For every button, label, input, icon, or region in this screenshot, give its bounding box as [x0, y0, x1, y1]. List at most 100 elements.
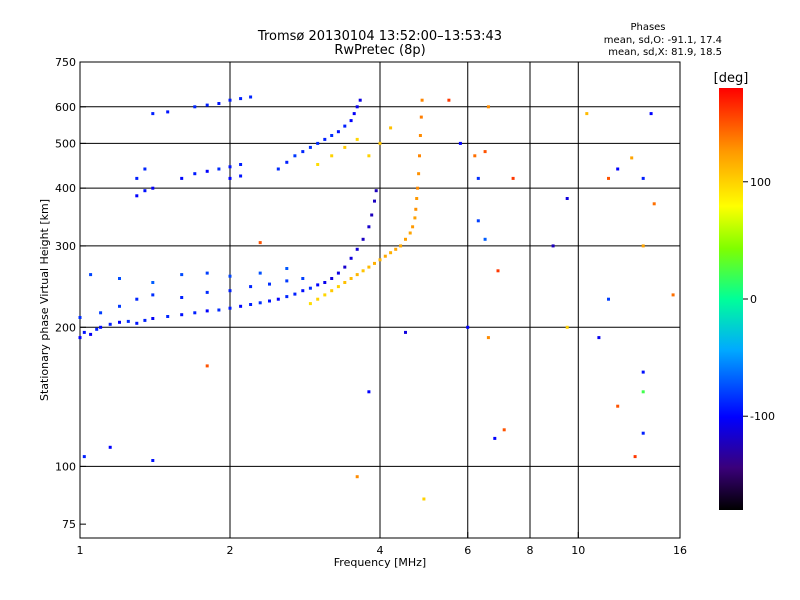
echo-point: [166, 315, 170, 318]
echo-point: [205, 271, 209, 275]
echo-point: [239, 174, 243, 178]
echo-point: [239, 163, 243, 166]
echo-point: [108, 322, 112, 326]
echo-point: [361, 237, 365, 241]
echo-point: [308, 302, 312, 306]
echo-point: [205, 169, 209, 173]
axis-ticks: 1 2 4 6 8 10 16 75 100 200 300 400 500 600 750: [55, 56, 687, 557]
echo-point: [135, 321, 139, 325]
echo-point: [217, 102, 221, 105]
echo-point: [476, 176, 480, 180]
echo-point: [641, 244, 645, 248]
echo-point: [349, 277, 353, 280]
y-tick-label: 200: [55, 321, 76, 334]
echo-point: [166, 110, 170, 114]
echo-point: [268, 299, 271, 303]
echo-point: [466, 325, 470, 329]
x-tick-label: 16: [673, 544, 687, 557]
y-tick-label: 100: [55, 460, 76, 473]
echo-point: [408, 231, 412, 235]
y-tick-label: 300: [55, 240, 76, 253]
colorbar-tick-label: -100: [750, 410, 775, 423]
stats-heading: Phases: [630, 22, 665, 33]
echo-point: [193, 105, 197, 109]
echo-point: [447, 98, 451, 102]
echo-point: [239, 97, 243, 101]
echo-point: [217, 308, 221, 312]
echo-point: [378, 258, 382, 262]
echo-point: [483, 150, 487, 154]
echo-point: [193, 311, 197, 315]
echo-point: [249, 303, 253, 306]
echo-point: [316, 141, 320, 145]
echo-point: [355, 137, 359, 141]
stats-line-x: mean, sd,X: 81.9, 18.5: [608, 47, 722, 58]
x-tick-label: 10: [571, 544, 585, 557]
y-tick-label: 75: [62, 518, 76, 531]
echo-point: [316, 297, 320, 301]
echo-point: [416, 186, 420, 190]
chart-title: Tromsø 20130104 13:52:00–13:53:43: [257, 29, 502, 44]
echo-point: [258, 301, 262, 305]
echo-point: [285, 279, 289, 283]
echo-point: [276, 297, 280, 301]
echo-point: [565, 197, 569, 200]
x-tick-label: 4: [377, 544, 384, 557]
echo-point: [89, 273, 93, 277]
echo-point: [205, 103, 209, 107]
echo-point: [422, 497, 426, 501]
echo-point: [389, 126, 393, 130]
y-tick-label: 750: [55, 56, 76, 69]
echo-point: [413, 216, 417, 220]
echo-point: [323, 281, 327, 284]
echo-point: [143, 318, 147, 322]
echo-point: [383, 254, 387, 258]
echo-point: [151, 317, 155, 320]
echo-point: [228, 98, 232, 102]
y-axis-label: Stationary phase Virtual Height [km]: [38, 199, 51, 401]
echo-point: [633, 455, 637, 459]
echo-point: [301, 277, 305, 280]
stats-line-o: mean, sd,O: -91.1, 17.4: [604, 35, 722, 46]
echo-point: [301, 289, 305, 293]
colorbar-label: [deg]: [714, 71, 749, 86]
echo-point: [268, 282, 271, 286]
echo-point: [180, 313, 184, 317]
echo-point: [394, 247, 398, 251]
echo-point: [343, 145, 347, 149]
y-tick-label: 500: [55, 137, 76, 150]
echo-point: [355, 273, 359, 277]
echo-point: [316, 283, 320, 287]
echo-point: [649, 112, 653, 116]
echo-point: [336, 271, 340, 275]
echo-point: [143, 189, 147, 193]
echo-point: [249, 285, 253, 289]
echo-point: [228, 165, 232, 169]
echo-point: [301, 150, 305, 154]
echo-point: [607, 297, 610, 301]
echo-point: [496, 269, 500, 273]
echo-point: [205, 290, 209, 294]
echo-point: [249, 95, 253, 99]
echo-point: [486, 105, 490, 109]
echo-point: [641, 431, 645, 435]
echo-point: [616, 167, 620, 171]
echo-point: [180, 176, 184, 180]
echo-point: [355, 247, 359, 251]
echo-point: [355, 475, 359, 479]
echo-point: [151, 186, 155, 190]
echo-point: [652, 202, 656, 206]
echo-point: [671, 293, 675, 297]
x-axis-label: Frequency [MHz]: [334, 556, 426, 569]
echo-point: [511, 176, 515, 180]
echo-point: [370, 213, 374, 217]
echo-point: [373, 199, 376, 203]
echo-point: [330, 289, 334, 293]
echo-point: [285, 295, 289, 299]
echo-point: [151, 459, 155, 462]
echo-point: [411, 225, 415, 229]
echo-point: [417, 172, 421, 176]
echo-point: [293, 154, 297, 158]
echo-point: [551, 244, 555, 248]
